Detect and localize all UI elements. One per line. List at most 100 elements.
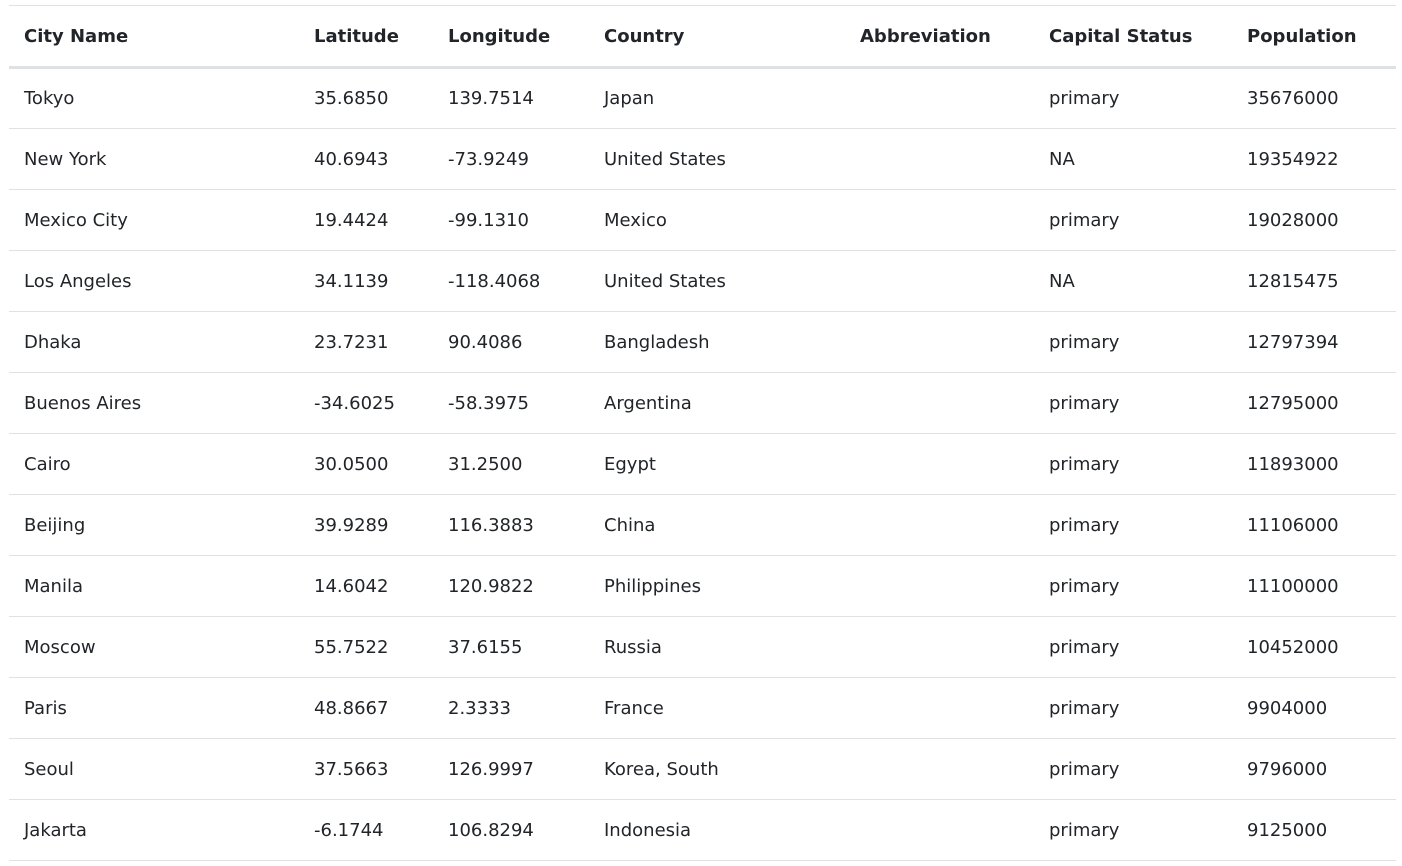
cell-latitude: 35.6850 (314, 88, 389, 109)
table-row: Tokyo 35.6850 139.7514 Japan primary 35676000 (9, 68, 1396, 129)
cell-abbreviation (845, 373, 1034, 434)
table-row: Moscow 55.7522 37.6155 Russia primary 1045200… (9, 617, 1396, 678)
cell-city-name: Dhaka (24, 331, 82, 353)
cell-capital-status: primary (1049, 88, 1120, 109)
cell-longitude: -118.4068 (448, 270, 541, 292)
cell-country: Indonesia (604, 819, 692, 841)
table-row: Dhaka 23.7231 90.4086 Bangladesh primary 1279… (9, 312, 1396, 373)
cell-capital-status: primary (1049, 758, 1120, 780)
cell-abbreviation (845, 739, 1034, 800)
cell-longitude: 106.8294 (448, 819, 534, 841)
cell-city-name: Seoul (24, 758, 74, 780)
cell-capital-status: primary (1049, 514, 1120, 536)
cell-longitude: 2.3333 (448, 697, 511, 719)
cell-longitude: 120.9822 (448, 575, 534, 597)
cell-country: United States (604, 148, 726, 170)
cell-population: 12795000 (1247, 392, 1339, 414)
cell-latitude: 39.9289 (314, 514, 389, 536)
cell-longitude: 139.7514 (448, 88, 534, 109)
cell-city-name: Tokyo (24, 88, 75, 109)
cell-city-name: Beijing (24, 514, 86, 536)
cell-latitude: 37.5663 (314, 758, 389, 780)
cell-population: 12815475 (1247, 270, 1339, 292)
cell-abbreviation (845, 556, 1034, 617)
header-longitude: Longitude (448, 25, 551, 47)
cell-city-name: Manila (24, 575, 84, 597)
cell-country: Bangladesh (604, 331, 710, 353)
table-row: Los Angeles 34.1139 -118.4068 United States… (9, 251, 1396, 312)
cell-abbreviation (845, 312, 1034, 373)
cell-country: Mexico (604, 209, 667, 231)
cell-capital-status: primary (1049, 819, 1120, 841)
header-country: Country (604, 25, 685, 47)
cell-country: Korea, South (604, 758, 719, 780)
cities-table-container: City Name Latitude Longitude Country Abb… (9, 5, 1396, 861)
cell-latitude: 40.6943 (314, 148, 389, 170)
table-row: Buenos Aires -34.6025 -58.3975 Argentina pri… (9, 373, 1396, 434)
cell-city-name: Buenos Aires (24, 392, 142, 414)
cell-latitude: 23.7231 (314, 331, 389, 353)
cell-abbreviation (845, 190, 1034, 251)
cell-population: 11893000 (1247, 453, 1339, 475)
cell-population: 9796000 (1247, 758, 1328, 780)
header-latitude: Latitude (314, 25, 399, 47)
header-city-name: City Name (24, 25, 129, 47)
cell-country: France (604, 697, 664, 719)
cities-table: City Name Latitude Longitude Country Abb… (9, 5, 1396, 861)
cell-country: China (604, 514, 656, 536)
cell-latitude: 48.8667 (314, 697, 389, 719)
cell-abbreviation (845, 495, 1034, 556)
cell-country: United States (604, 270, 726, 292)
cell-country: Philippines (604, 575, 701, 597)
table-row: Jakarta -6.1744 106.8294 Indonesia primary 91… (9, 800, 1396, 861)
cell-country: Egypt (604, 453, 656, 475)
header-abbreviation: Abbreviation (860, 25, 991, 47)
cell-city-name: Paris (24, 697, 67, 719)
cell-country: Argentina (604, 392, 692, 414)
table-row: Manila 14.6042 120.9822 Philippines primary 1… (9, 556, 1396, 617)
cell-longitude: -99.1310 (448, 209, 529, 231)
cell-abbreviation (845, 251, 1034, 312)
cell-population: 19354922 (1247, 148, 1339, 170)
table-header: City Name Latitude Longitude Country Abb… (9, 5, 1396, 68)
cell-longitude: 116.3883 (448, 514, 534, 536)
cell-city-name: Los Angeles (24, 270, 132, 292)
cell-latitude: -6.1744 (314, 819, 384, 841)
cell-latitude: -34.6025 (314, 392, 395, 414)
cell-country: Japan (604, 88, 655, 109)
cell-longitude: -73.9249 (448, 148, 529, 170)
cell-city-name: Jakarta (24, 819, 87, 841)
cell-city-name: New York (24, 148, 107, 170)
cell-capital-status: NA (1049, 270, 1075, 292)
table-row: New York 40.6943 -73.9249 United States NA 19… (9, 129, 1396, 190)
cell-latitude: 34.1139 (314, 270, 389, 292)
cell-longitude: 126.9997 (448, 758, 534, 780)
cell-abbreviation (845, 68, 1034, 129)
cell-capital-status: primary (1049, 697, 1120, 719)
cell-latitude: 14.6042 (314, 575, 389, 597)
cell-longitude: 90.4086 (448, 331, 523, 353)
cell-abbreviation (845, 678, 1034, 739)
cell-latitude: 30.0500 (314, 453, 389, 475)
table-row: Cairo 30.0500 31.2500 Egypt primary 11893000 (9, 434, 1396, 495)
cell-latitude: 55.7522 (314, 636, 389, 658)
cell-population: 19028000 (1247, 209, 1339, 231)
cell-population: 12797394 (1247, 331, 1339, 353)
table-row: Seoul 37.5663 126.9997 Korea, South primary 9… (9, 739, 1396, 800)
cell-longitude: 37.6155 (448, 636, 523, 658)
header-capital-status: Capital Status (1049, 25, 1193, 47)
cell-city-name: Cairo (24, 453, 71, 475)
cell-abbreviation (845, 434, 1034, 495)
cell-capital-status: NA (1049, 148, 1075, 170)
table-row: Mexico City 19.4424 -99.1310 Mexico primary 1… (9, 190, 1396, 251)
cell-population: 11100000 (1247, 575, 1339, 597)
cell-capital-status: primary (1049, 331, 1120, 353)
cell-capital-status: primary (1049, 575, 1120, 597)
cell-longitude: -58.3975 (448, 392, 529, 414)
table-row: Beijing 39.9289 116.3883 China primary 111060… (9, 495, 1396, 556)
cell-longitude: 31.2500 (448, 453, 523, 475)
header-population: Population (1247, 25, 1357, 47)
cell-abbreviation (845, 617, 1034, 678)
cell-country: Russia (604, 636, 662, 658)
cell-city-name: Moscow (24, 636, 96, 658)
